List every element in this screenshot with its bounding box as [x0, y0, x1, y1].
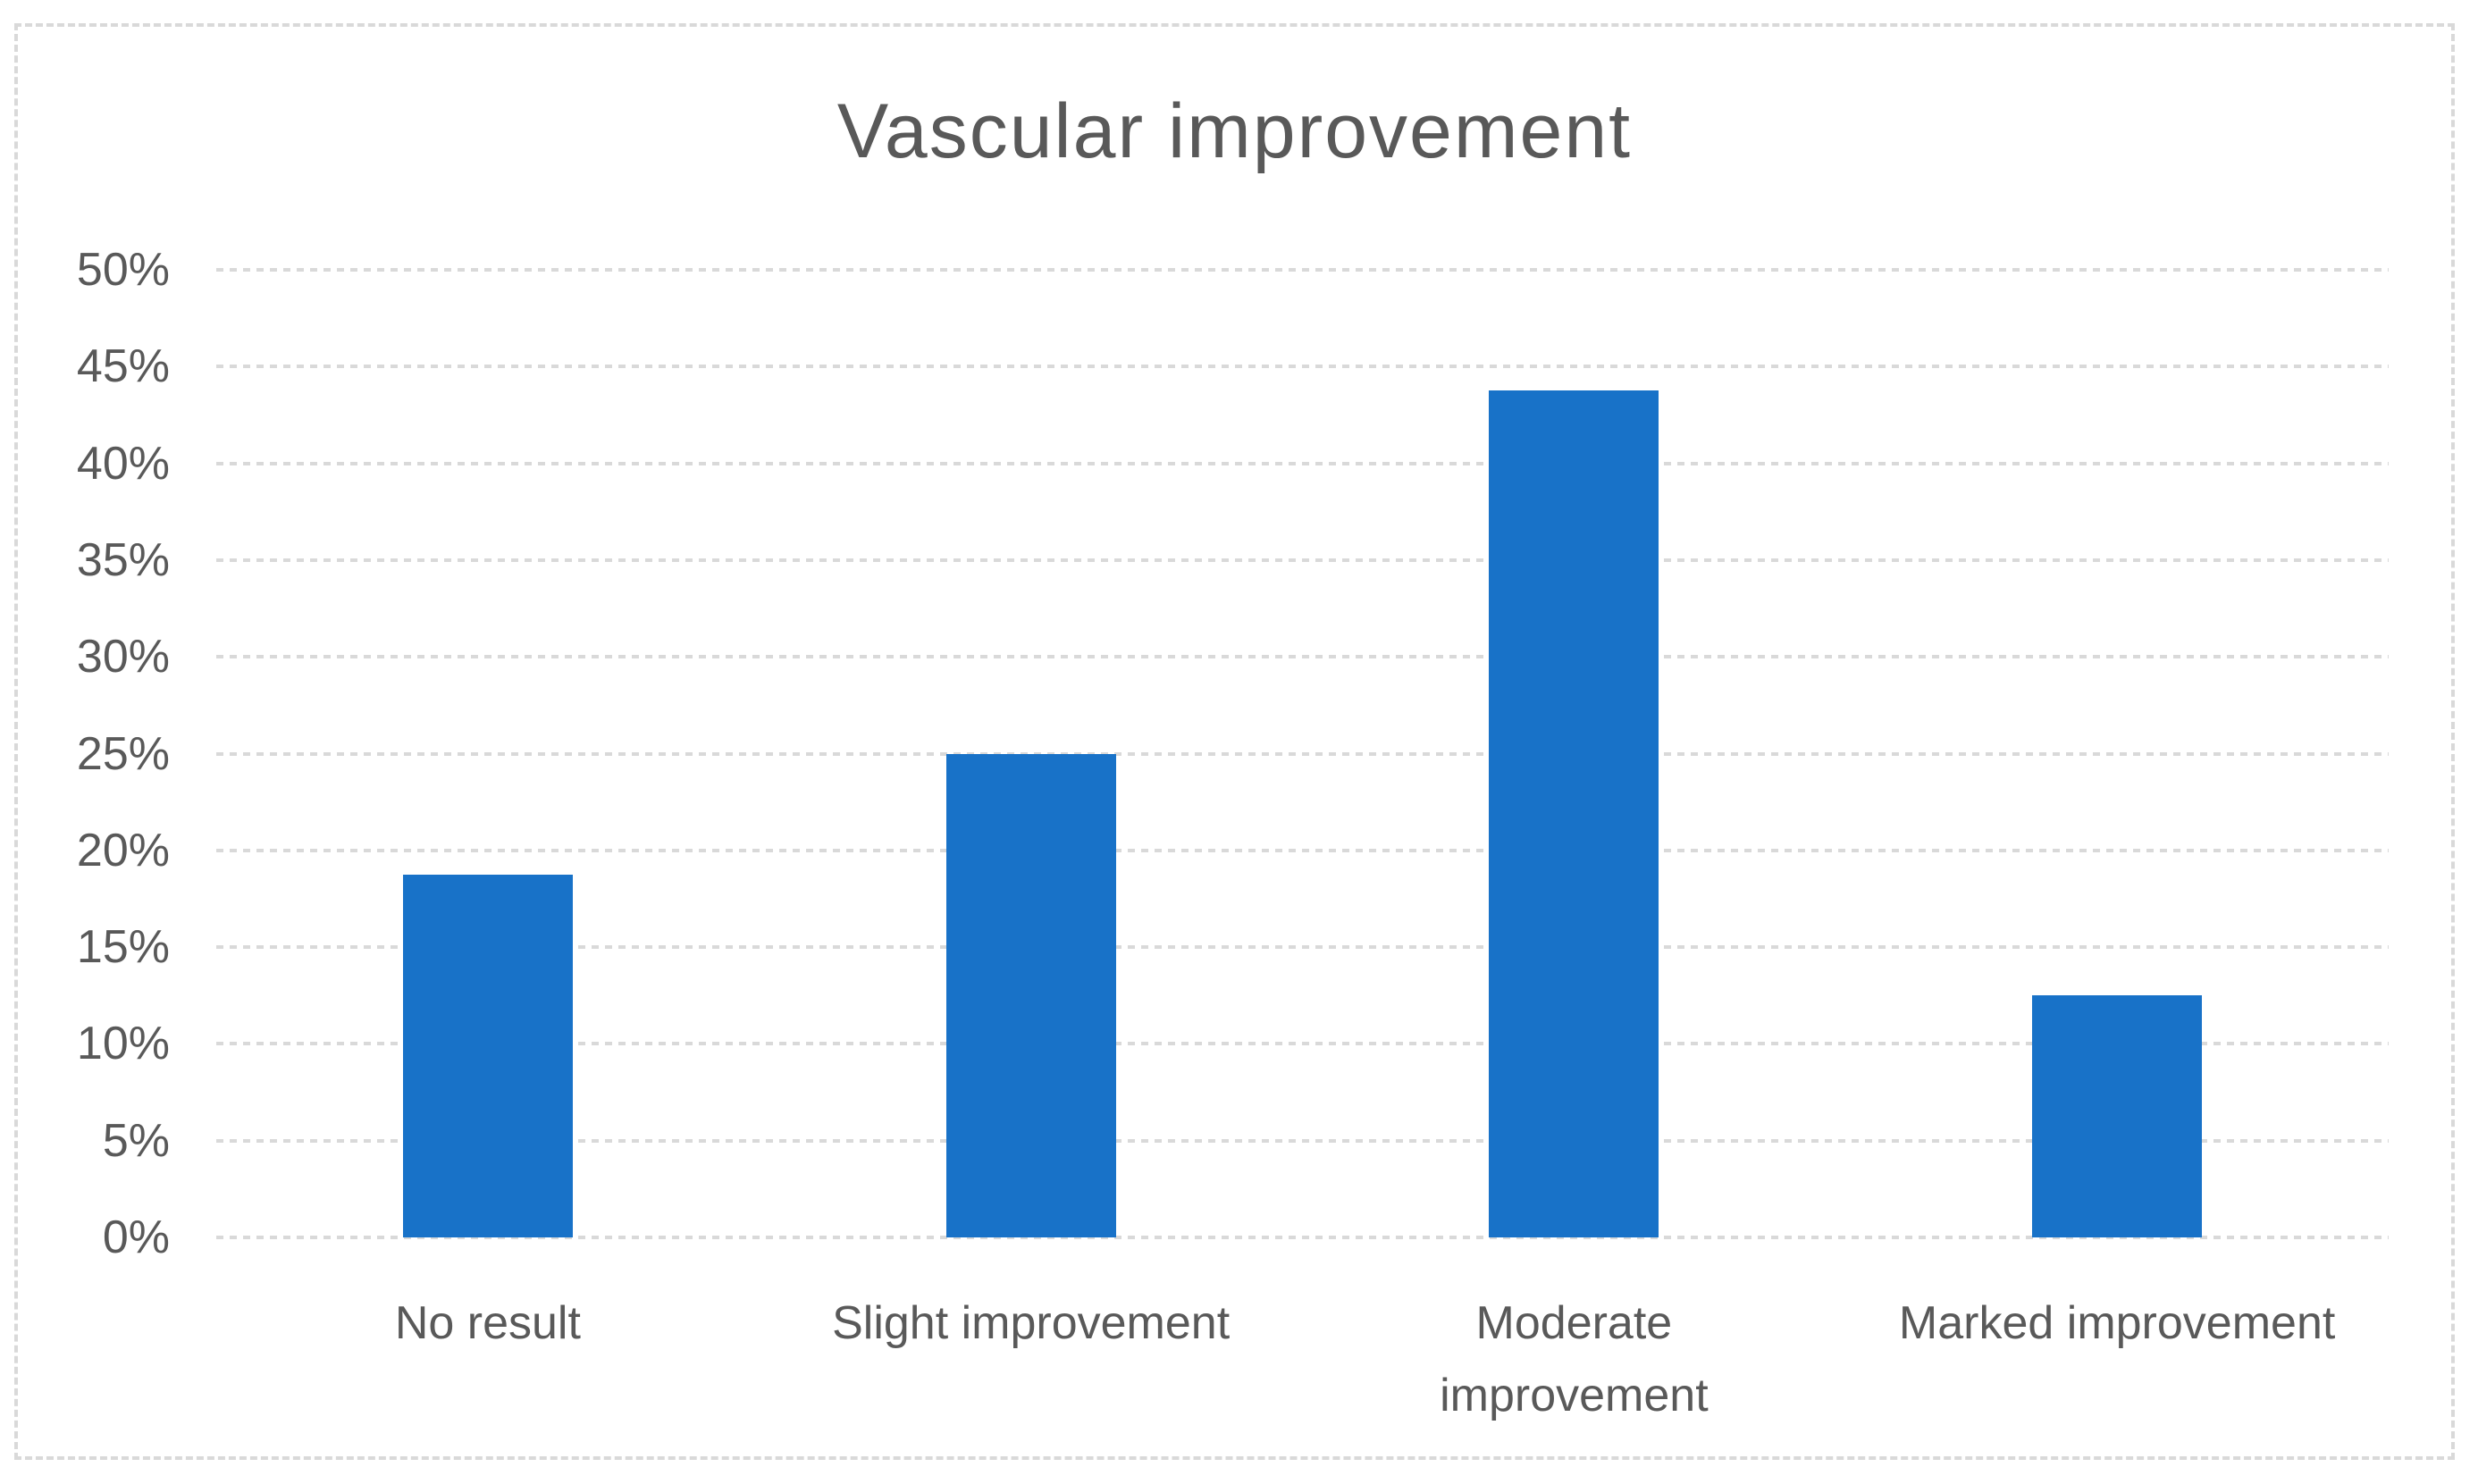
x-axis-category-label: Marked improvement [1898, 1297, 2336, 1349]
gridline [216, 268, 2389, 272]
bar-slot [1845, 270, 2389, 1237]
y-axis-tick-label: 0% [102, 1212, 170, 1263]
y-axis: 0% 5% 10% 15% 20% 25% 30% 35% 40% 45% 50% [77, 247, 2389, 1261]
y-axis-tick-label: 5% [102, 1114, 170, 1167]
x-axis-category-label: No result [394, 1297, 581, 1349]
plot-area: 0% 5% 10% 15% 20% 25% 30% 35% 40% 45% 50% No resul… [77, 247, 2389, 1421]
bar [945, 753, 1116, 1237]
y-axis-tick-label: 35% [76, 533, 170, 586]
gridline [216, 365, 2389, 369]
bar [2032, 995, 2203, 1237]
y-axis-tick-label: 15% [76, 921, 170, 974]
gridline [216, 1236, 2389, 1239]
gridline [216, 751, 2389, 756]
bar [1489, 390, 1659, 1237]
x-axis-category-label: Moderate improvement [1440, 1297, 1709, 1421]
gridline [216, 558, 2389, 562]
chart-title: Vascular improvement [836, 88, 1633, 174]
gridline [216, 848, 2389, 852]
y-axis-tick-label: 25% [76, 727, 170, 780]
bar-slot [216, 270, 760, 1237]
x-axis: No result Slight improvement Moderate impr… [216, 1287, 2389, 1431]
gridlines [216, 268, 2389, 1239]
bar [402, 874, 573, 1237]
gridline [216, 1042, 2389, 1046]
y-axis-tick-label: 45% [76, 340, 170, 393]
y-axis-tick-label: 10% [76, 1018, 170, 1070]
y-axis-tick-label: 50% [76, 244, 170, 296]
x-axis-category-label: Slight improvement [832, 1297, 1231, 1349]
bar-series [216, 270, 2389, 1237]
y-axis-tick-label: 40% [76, 437, 170, 490]
bar-slot [760, 270, 1303, 1237]
y-axis-tick-label: 30% [76, 631, 170, 683]
y-axis-tick-label: 20% [76, 824, 170, 876]
bar-slot [1303, 270, 1846, 1237]
gridline [216, 461, 2389, 465]
gridline [216, 1138, 2389, 1143]
chart-frame: Vascular improvement 0% 5% 10% 15% 20% 25% 30%… [14, 23, 2455, 1460]
gridline [216, 655, 2389, 659]
gridline [216, 945, 2389, 950]
